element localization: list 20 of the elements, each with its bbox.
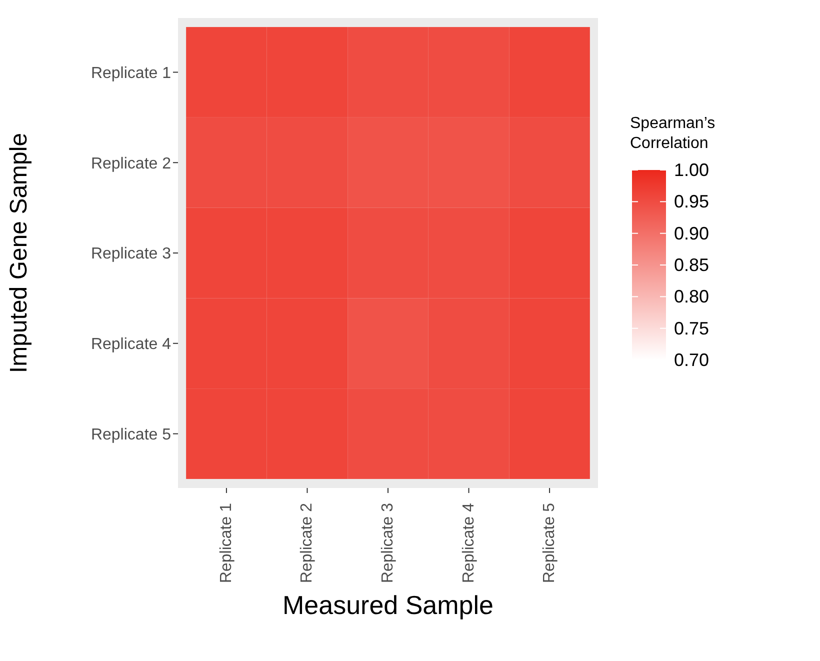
y-tick-label: Replicate 1 [90,64,172,82]
x-tick-label: Replicate 1 [218,502,235,584]
x-tick-label: Replicate 5 [541,502,558,584]
y-axis-title: Imputed Gene Sample [6,132,33,374]
color-bar-label: 0.80 [674,286,710,307]
x-tick-label: Replicate 2 [298,502,316,584]
color-bar-label: 0.95 [674,192,710,212]
y-tick-label: Replicate 5 [90,426,172,444]
color-bar-label: 0.90 [674,223,710,244]
color-bar-label: 1.00 [674,160,710,180]
y-tick-label: Replicate 4 [90,336,172,354]
color-bar-label: 0.85 [674,255,710,275]
y-tick-label: Replicate 3 [90,246,172,263]
x-axis-title: Measured Sample [282,590,494,621]
color-bar-title: Spearman’s Correlation [630,115,716,152]
x-tick-label: Replicate 3 [380,502,396,584]
y-tick-label: Replicate 2 [90,155,172,172]
color-bar-label: 0.75 [674,318,710,338]
x-tick-label: Replicate 4 [460,502,478,584]
color-bar-label: 0.70 [674,350,710,370]
